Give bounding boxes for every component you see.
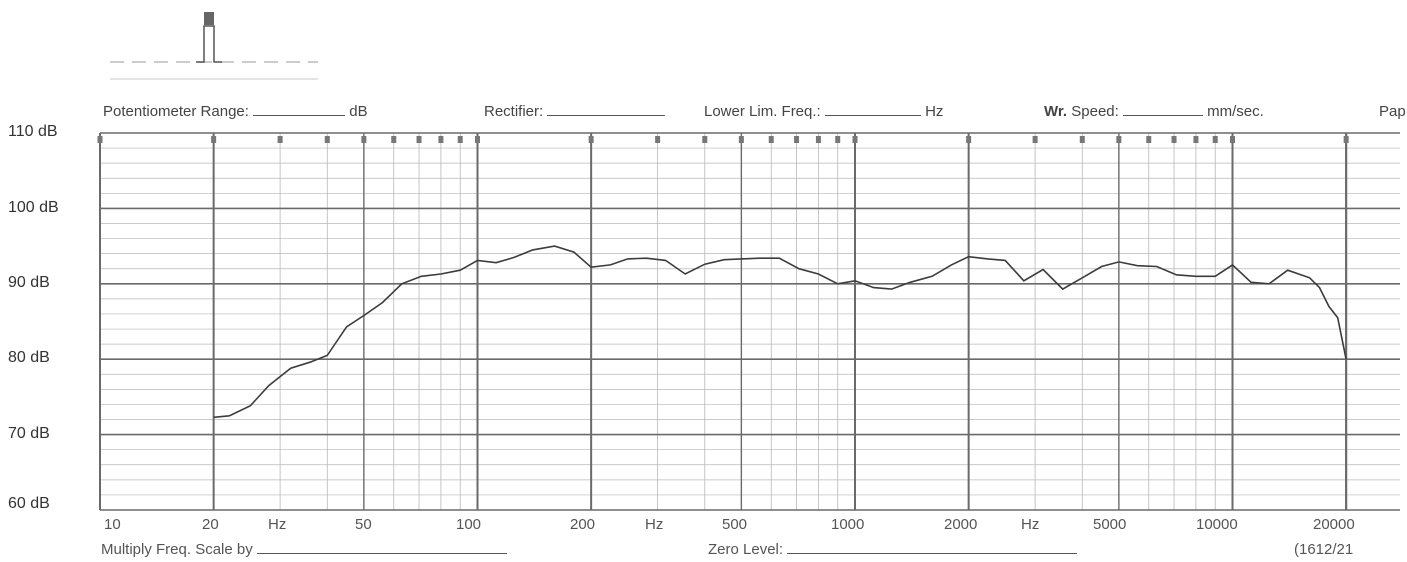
pulse-marker-icon <box>110 12 318 80</box>
multiply-freq-field: Multiply Freq. Scale by <box>101 541 507 558</box>
response-curve <box>213 245 1347 419</box>
top-tick-mark <box>457 136 463 143</box>
x-tick-label-hz-3: Hz <box>1021 516 1040 533</box>
top-tick-mark <box>1230 136 1235 143</box>
y-tick-label-60: 60 dB <box>8 495 50 512</box>
top-tick-mark <box>702 136 708 143</box>
potentiometer-range-field: Potentiometer Range: dB <box>103 103 368 120</box>
zero-level-blank <box>787 541 1078 554</box>
grid-major <box>99 132 1400 511</box>
top-tick-mark <box>438 136 444 143</box>
speed-label: Speed: <box>1071 103 1119 120</box>
x-tick-label-2000: 2000 <box>944 516 978 533</box>
zero-level-field: Zero Level: <box>708 541 1078 558</box>
multiply-freq-label: Multiply Freq. Scale by <box>101 541 253 558</box>
top-tick-mark <box>1212 136 1218 143</box>
top-tick-mark <box>852 136 858 143</box>
top-tick-mark <box>1116 136 1122 143</box>
speed-blank <box>1122 103 1203 116</box>
grid-minor <box>99 133 1400 510</box>
x-tick-label-200: 200 <box>570 516 596 533</box>
x-tick-label-20: 20 <box>202 516 219 533</box>
lower-lim-freq-unit: Hz <box>925 103 944 120</box>
zero-level-label: Zero Level: <box>708 541 784 558</box>
rectifier-label: Rectifier: <box>484 103 544 120</box>
y-tick-label-80: 80 dB <box>8 349 50 366</box>
top-tick-mark <box>966 136 972 143</box>
speed-unit: mm/sec. <box>1207 103 1264 120</box>
x-tick-label-hz-2: Hz <box>645 516 664 533</box>
top-tick-mark <box>416 136 422 143</box>
top-tick-mark <box>1171 136 1177 143</box>
top-tick-mark <box>475 136 480 143</box>
paper-field: Pap <box>1379 103 1406 120</box>
top-tick-mark <box>97 136 103 143</box>
paper-label: Pap <box>1379 103 1406 120</box>
lower-lim-freq-label: Lower Lim. Freq.: <box>704 103 821 120</box>
top-tick-mark <box>277 136 283 143</box>
form-number: (1612/21 <box>1294 541 1354 558</box>
y-tick-label-110: 110 dB <box>8 123 58 140</box>
x-tick-label-100: 100 <box>456 516 482 533</box>
x-tick-label-50: 50 <box>355 516 372 533</box>
top-tick-mark <box>1146 136 1152 143</box>
top-tick-mark <box>738 136 744 143</box>
x-tick-label-hz-1: Hz <box>268 516 287 533</box>
top-tick-mark <box>1079 136 1085 143</box>
writing-speed-field: Wr. Speed: mm/sec. <box>1044 103 1264 120</box>
top-tick-mark <box>655 136 661 143</box>
top-tick-mark <box>1343 136 1349 143</box>
top-tick-mark <box>1032 136 1038 143</box>
top-tick-mark <box>815 136 821 143</box>
potentiometer-unit: dB <box>349 103 368 120</box>
rectifier-blank <box>547 103 666 116</box>
top-tick-mark <box>361 136 367 143</box>
rectifier-field: Rectifier: <box>484 103 666 120</box>
x-tick-label-5000: 5000 <box>1093 516 1127 533</box>
top-tick-mark <box>835 136 841 143</box>
wr-label: Wr. <box>1044 103 1068 120</box>
x-tick-label-1000: 1000 <box>831 516 865 533</box>
y-tick-label-70: 70 dB <box>8 425 50 442</box>
top-tick-mark <box>1193 136 1199 143</box>
x-tick-label-10: 10 <box>104 516 121 533</box>
top-tick-mark <box>794 136 800 143</box>
y-tick-label-90: 90 dB <box>8 274 50 291</box>
top-tick-mark <box>391 136 397 143</box>
top-tick-mark <box>324 136 330 143</box>
potentiometer-range-label: Potentiometer Range: <box>103 103 249 120</box>
top-tick-mark <box>211 136 217 143</box>
x-tick-label-500: 500 <box>722 516 748 533</box>
lower-lim-freq-field: Lower Lim. Freq.: Hz <box>704 103 943 120</box>
top-tick-mark <box>588 136 594 143</box>
potentiometer-range-blank <box>253 103 346 116</box>
top-tick-marks <box>97 136 1349 143</box>
multiply-freq-blank <box>256 541 507 554</box>
lower-lim-freq-blank <box>824 103 921 116</box>
x-tick-label-20000: 20000 <box>1313 516 1355 533</box>
y-tick-label-100: 100 dB <box>8 199 59 216</box>
top-tick-mark <box>768 136 774 143</box>
x-tick-label-10000: 10000 <box>1196 516 1238 533</box>
